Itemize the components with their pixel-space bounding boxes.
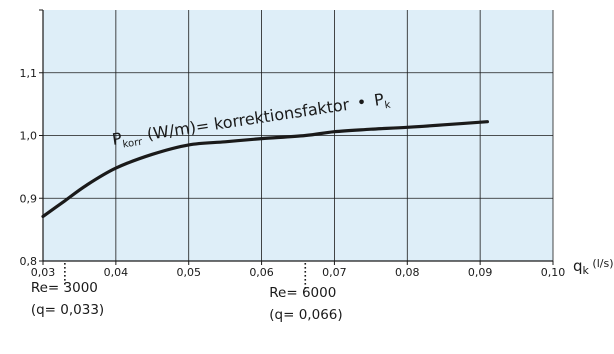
x-tick-label: 0,10 <box>541 266 566 279</box>
x-axis-label-unit: (l/s) <box>589 257 614 270</box>
re-label: Re= 3000 <box>31 280 98 296</box>
formula-sub-k: k <box>384 100 392 112</box>
q-label: (q= 0,033) <box>31 302 104 318</box>
re-annotations: Re= 3000 (q= 0,033) Re= 6000 (q= 0,066) <box>31 263 343 323</box>
x-tick-label: 0,06 <box>249 266 274 279</box>
x-tick-label: 0,08 <box>395 266 420 279</box>
y-tick-label: 1,1 <box>20 67 38 80</box>
y-tick-label: 1,0 <box>20 130 38 143</box>
x-tick-label: 0,03 <box>31 266 56 279</box>
formula-sub-korr: korr <box>122 137 144 151</box>
y-tick-label: 0,9 <box>20 192 38 205</box>
x-axis-label-main: q <box>573 257 583 275</box>
y-tick-label: 0,8 <box>20 255 38 268</box>
x-axis-label: qk (l/s) <box>573 257 613 277</box>
series-line <box>41 120 489 218</box>
x-tick-label: 0,09 <box>468 266 493 279</box>
grid-lines <box>43 10 554 261</box>
formula-pk: P <box>373 90 386 110</box>
formula-bullet: • <box>356 92 368 112</box>
tick-labels: 0,03 0,04 0,05 0,06 0,07 0,08 0,09 0,10 0,8 0,9 1,… <box>20 67 566 279</box>
re-label: Re= 6000 <box>269 285 336 301</box>
axes <box>39 9 554 265</box>
q-label: (q= 0,066) <box>269 307 342 323</box>
x-tick-label: 0,07 <box>322 266 347 279</box>
x-axis-label-sub: k <box>583 264 590 277</box>
x-tick-label: 0,04 <box>104 266 129 279</box>
formula-p: P <box>111 129 124 149</box>
x-tick-label: 0,05 <box>176 266 201 279</box>
